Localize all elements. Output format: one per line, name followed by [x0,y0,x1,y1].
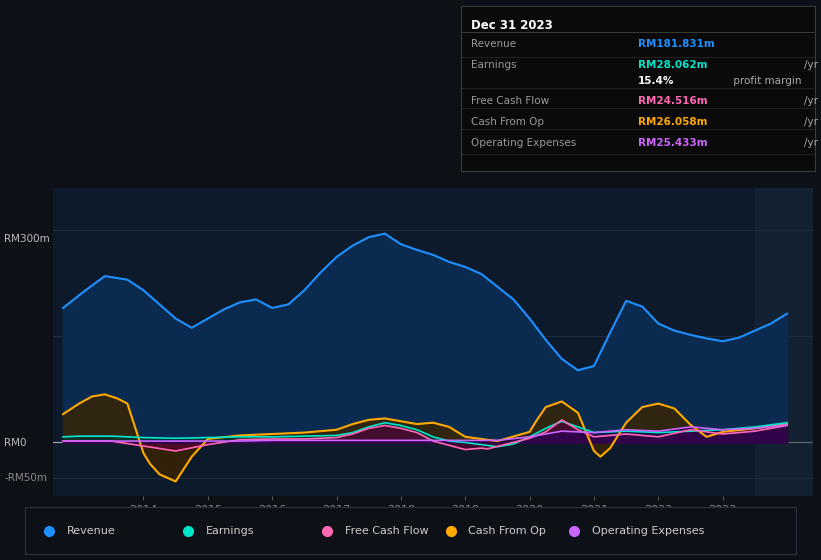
Bar [754,188,813,496]
Text: Operating Expenses: Operating Expenses [592,526,704,535]
Text: Cash From Op: Cash From Op [469,526,546,535]
Text: Free Cash Flow: Free Cash Flow [471,96,549,106]
Text: Cash From Op: Cash From Op [471,117,544,127]
Text: Revenue: Revenue [471,39,516,49]
Text: /yr: /yr [804,60,818,70]
Text: /yr: /yr [804,96,818,106]
Text: Dec 31 2023: Dec 31 2023 [471,19,553,32]
Text: -RM50m: -RM50m [4,474,47,483]
Text: RM181.831m: RM181.831m [638,39,714,49]
Text: RM25.433m: RM25.433m [638,138,708,148]
Text: RM300m: RM300m [4,234,50,244]
Text: /yr: /yr [804,138,818,148]
Text: RM24.516m: RM24.516m [638,96,708,106]
Text: Operating Expenses: Operating Expenses [471,138,576,148]
Text: /yr: /yr [804,117,818,127]
Text: 15.4%: 15.4% [638,76,674,86]
Text: Earnings: Earnings [206,526,255,535]
Text: Free Cash Flow: Free Cash Flow [345,526,429,535]
Text: RM28.062m: RM28.062m [638,60,708,70]
Text: RM26.058m: RM26.058m [638,117,708,127]
Text: profit margin: profit margin [730,76,801,86]
Text: RM0: RM0 [4,438,26,448]
Text: Revenue: Revenue [67,526,116,535]
Text: Earnings: Earnings [471,60,516,70]
